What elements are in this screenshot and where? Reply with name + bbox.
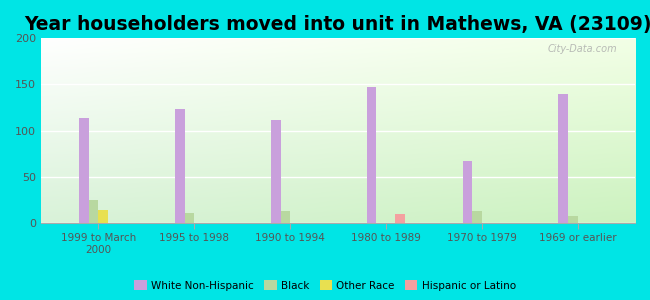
Bar: [79, 118, 89, 223]
Text: City-Data.com: City-Data.com: [547, 44, 618, 54]
Bar: [271, 120, 281, 223]
Bar: [472, 211, 482, 223]
Legend: White Non-Hispanic, Black, Other Race, Hispanic or Latino: White Non-Hispanic, Black, Other Race, H…: [130, 276, 520, 295]
Bar: [568, 216, 577, 223]
Bar: [281, 211, 290, 223]
Bar: [367, 87, 376, 223]
Bar: [395, 214, 405, 223]
Bar: [89, 200, 98, 223]
Bar: [558, 94, 568, 223]
Bar: [175, 110, 185, 223]
Bar: [98, 210, 108, 223]
Title: Year householders moved into unit in Mathews, VA (23109): Year householders moved into unit in Mat…: [24, 15, 650, 34]
Bar: [185, 213, 194, 223]
Bar: [463, 161, 472, 223]
